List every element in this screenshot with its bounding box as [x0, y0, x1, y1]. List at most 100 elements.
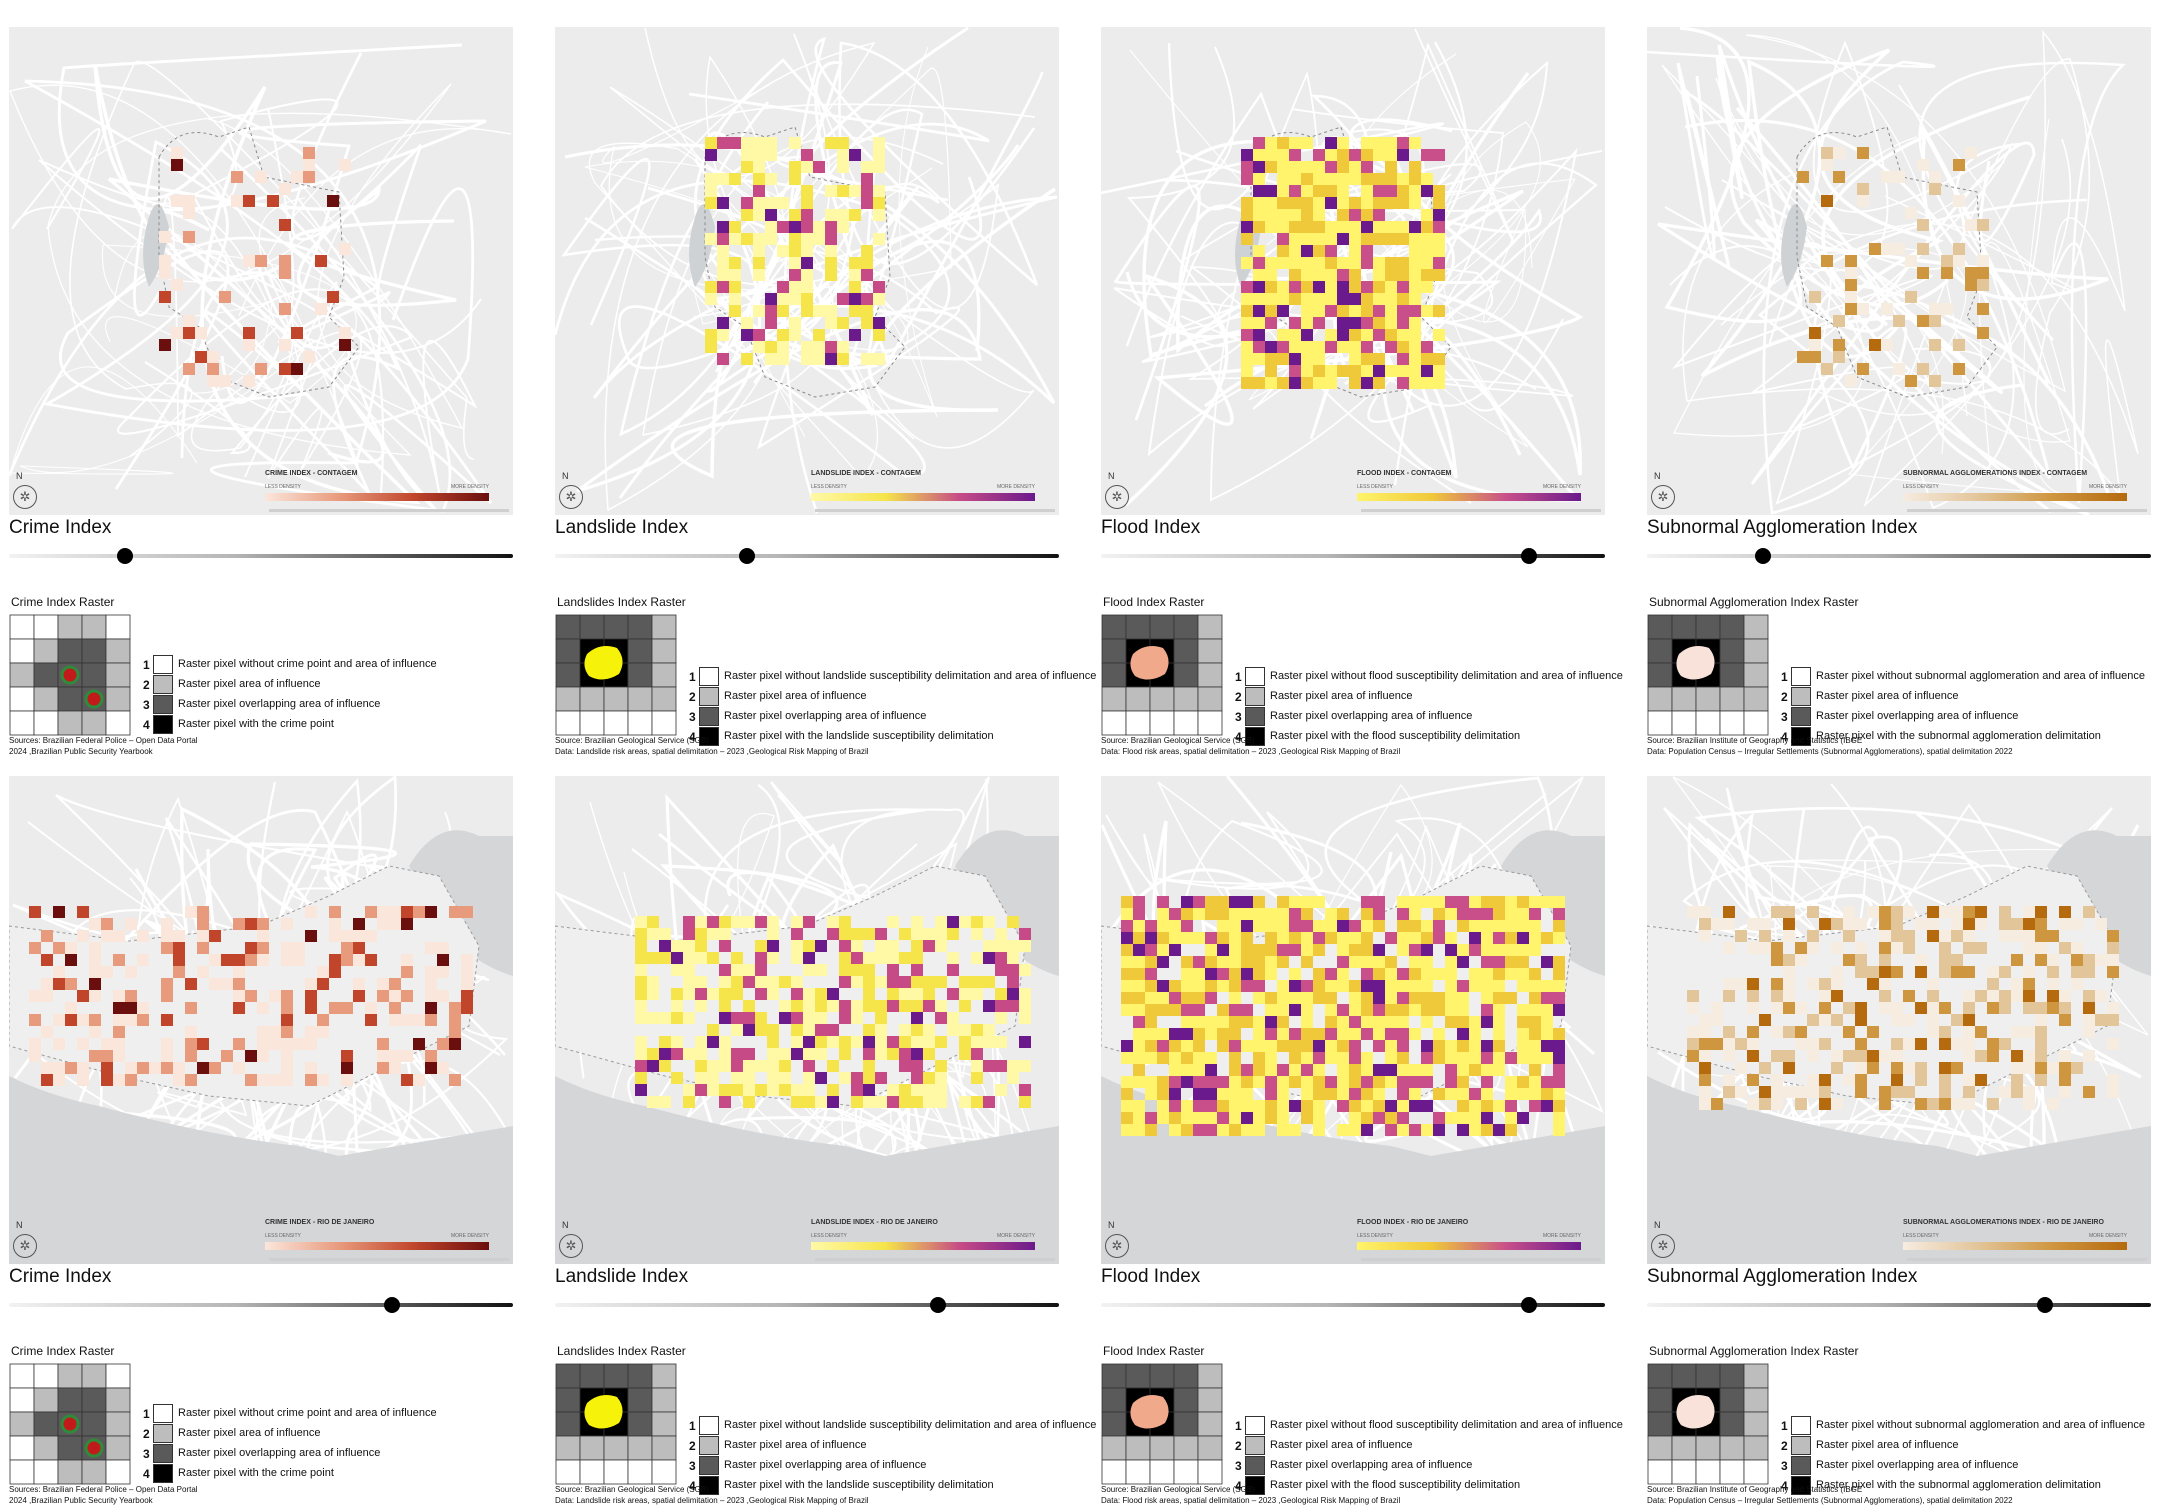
raster-cell: [1101, 686, 1127, 712]
raster-pixel: [1289, 908, 1301, 920]
index-slider-track[interactable]: [555, 554, 1059, 558]
legend-swatch: [699, 1476, 719, 1495]
legend-item-number: 3: [1235, 1459, 1242, 1473]
raster-pixel: [1361, 944, 1373, 956]
raster-pixel: [1361, 980, 1373, 992]
raster-pixel: [647, 988, 659, 1000]
raster-pixel: [1205, 944, 1217, 956]
raster-pixel: [827, 1096, 839, 1108]
raster-pixel: [1821, 147, 1833, 159]
index-slider-track[interactable]: [1647, 1303, 2151, 1307]
raster-pixel: [1229, 1100, 1241, 1112]
raster-pixel: [1361, 137, 1373, 149]
raster-pixel: [1855, 1014, 1867, 1026]
raster-pixel: [803, 1024, 815, 1036]
raster-pixel: [2011, 930, 2023, 942]
raster-pixel: [1699, 1050, 1711, 1062]
panel-title: Flood Index: [1101, 1266, 1201, 1287]
raster-pixel: [1325, 365, 1337, 377]
raster-pixel: [113, 1026, 125, 1038]
legend-more-label: MORE DENSITY: [996, 484, 1035, 490]
raster-pixel: [705, 137, 717, 149]
raster-pixel: [1241, 932, 1253, 944]
index-slider-handle[interactable]: [2037, 1297, 2054, 1313]
index-slider-track[interactable]: [9, 554, 513, 558]
index-slider-track[interactable]: [1101, 1303, 1605, 1307]
raster-pixel: [1843, 1026, 1855, 1038]
raster-pixel: [635, 1000, 647, 1012]
index-slider-track[interactable]: [9, 1303, 513, 1307]
raster-cell: [33, 638, 59, 664]
raster-pixel: [1951, 1062, 1963, 1074]
raster-pixel: [1385, 173, 1397, 185]
legend-less-label: LESS DENSITY: [811, 1233, 847, 1239]
raster-pixel: [1253, 149, 1265, 161]
index-slider-handle[interactable]: [1521, 1297, 1538, 1313]
raster-pixel: [1373, 968, 1385, 980]
north-arrow-label: N: [1108, 471, 1115, 481]
raster-pixel: [1723, 918, 1735, 930]
raster-pixel: [1169, 1004, 1181, 1016]
raster-pixel: [719, 988, 731, 1000]
index-slider-handle[interactable]: [384, 1297, 401, 1313]
raster-pixel: [305, 1062, 317, 1074]
legend-swatch: [153, 675, 173, 694]
raster-diagram-title: Crime Index Raster: [11, 595, 115, 609]
raster-pixel: [171, 195, 183, 207]
index-slider-handle[interactable]: [1754, 548, 1771, 564]
raster-pixel: [861, 185, 873, 197]
raster-pixel: [1433, 1052, 1445, 1064]
index-slider-track[interactable]: [1101, 554, 1605, 558]
map-svg: [555, 776, 1059, 1264]
raster-pixel: [1821, 255, 1833, 267]
legend-color-ramp: [1357, 493, 1581, 501]
raster-cell: [1719, 686, 1745, 712]
raster-pixel: [1915, 1074, 1927, 1086]
raster-pixel: [719, 940, 731, 952]
raster-pixel: [1373, 944, 1385, 956]
raster-pixel: [1265, 353, 1277, 365]
raster-pixel: [1337, 233, 1349, 245]
map-legend-title: LANDSLIDE INDEX - CONTAGEM: [811, 470, 921, 477]
raster-pixel: [1819, 1038, 1831, 1050]
raster-pixel: [1881, 303, 1893, 315]
raster-pixel: [837, 137, 849, 149]
raster-pixel: [1869, 243, 1881, 255]
raster-pixel: [1349, 932, 1361, 944]
raster-cell: [9, 1411, 35, 1437]
raster-pixel: [1253, 161, 1265, 173]
raster-pixel: [803, 1012, 815, 1024]
map-attribution-text: [269, 509, 509, 512]
index-slider-handle[interactable]: [930, 1297, 947, 1313]
raster-pixel: [1241, 980, 1253, 992]
raster-pixel: [717, 233, 729, 245]
raster-pixel: [1505, 1100, 1517, 1112]
raster-pixel: [1855, 1074, 1867, 1086]
raster-pixel: [1133, 1076, 1145, 1088]
map-legend-title: CRIME INDEX - CONTAGEM: [265, 470, 358, 477]
raster-cell: [1647, 662, 1673, 688]
raster-pixel: [1121, 1124, 1133, 1136]
index-slider-track[interactable]: [555, 1303, 1059, 1307]
legend-item-number: 4: [1781, 730, 1788, 744]
raster-cell: [603, 686, 629, 712]
raster-pixel: [1881, 171, 1893, 183]
raster-pixel: [2035, 1050, 2047, 1062]
legend-item-number: 3: [143, 698, 150, 712]
raster-pixel: [1385, 197, 1397, 209]
raster-pixel: [1325, 149, 1337, 161]
legend-item-label: Raster pixel area of influence: [724, 690, 867, 702]
raster-pixel: [1337, 980, 1349, 992]
index-slider-track[interactable]: [1647, 554, 2151, 558]
raster-pixel: [1965, 147, 1977, 159]
legend-item-number: 2: [143, 1427, 150, 1441]
raster-pixel: [2011, 1074, 2023, 1086]
raster-pixel: [789, 233, 801, 245]
raster-pixel: [1007, 1060, 1019, 1072]
raster-pixel: [789, 137, 801, 149]
raster-pixel: [1313, 161, 1325, 173]
index-slider-handle[interactable]: [116, 548, 133, 564]
index-slider-handle[interactable]: [738, 548, 755, 564]
index-slider-handle[interactable]: [1521, 548, 1538, 564]
raster-pixel: [1397, 1076, 1409, 1088]
